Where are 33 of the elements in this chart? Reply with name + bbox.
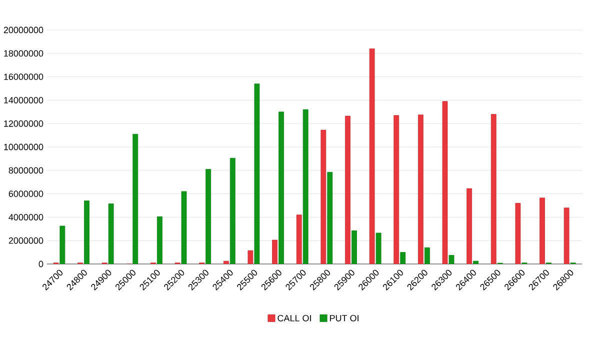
y-tick-label: 0: [38, 260, 44, 268]
legend-label: PUT OI: [330, 314, 358, 322]
bar: [448, 255, 454, 264]
bar: [418, 114, 424, 264]
bar: [156, 216, 162, 264]
y-tick-label: 2000000: [8, 237, 44, 244]
bar: [352, 230, 357, 264]
bar: [230, 158, 236, 264]
y-tick-label: 6000000: [8, 190, 44, 197]
y-tick-label: 8000000: [8, 167, 44, 174]
bar: [132, 134, 138, 264]
bar: [206, 169, 212, 264]
y-tick-label: 4000000: [8, 214, 44, 220]
bar: [424, 247, 430, 264]
bar: [376, 232, 382, 264]
y-tick-label: 18000000: [4, 50, 44, 57]
y-tick-label: 12000000: [4, 120, 44, 127]
bar: [181, 191, 187, 264]
bar: [254, 84, 260, 264]
y-tick-label: 10000000: [4, 144, 44, 150]
y-tick-label: 14000000: [4, 97, 44, 104]
bar: [108, 204, 114, 264]
bar: [400, 252, 406, 264]
y-tick-label: 20000000: [4, 26, 44, 34]
y-tick-label: 16000000: [4, 74, 44, 80]
bar: [60, 226, 66, 264]
bar: [394, 115, 400, 264]
bar: [278, 112, 284, 264]
bar: [473, 260, 479, 264]
bar: [302, 109, 308, 264]
bar: [327, 172, 333, 264]
bar: [84, 200, 90, 264]
legend-label: CALL OI: [278, 314, 311, 322]
